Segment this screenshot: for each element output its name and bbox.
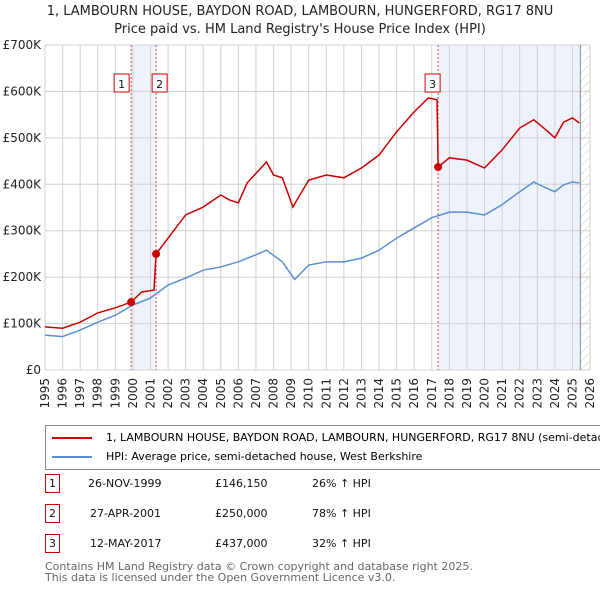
sale-marker-label: 2 (156, 78, 163, 91)
legend-label: 1, LAMBOURN HOUSE, BAYDON ROAD, LAMBOURN… (106, 431, 600, 444)
sale-marker-box (424, 73, 441, 93)
footer-copyright: Contains HM Land Registry data © Crown c… (45, 560, 473, 573)
x-tick-label: 2017 (425, 378, 439, 409)
x-tick-label: 2023 (530, 378, 544, 409)
sale-hpi: 78% ↑ HPI (312, 507, 371, 520)
y-tick-label: £300K (3, 224, 43, 238)
sale-date: 12-MAY-2017 (90, 537, 162, 550)
sale-marker-box (151, 73, 168, 93)
x-tick-label: 2007 (249, 378, 263, 409)
chart-title: 1, LAMBOURN HOUSE, BAYDON ROAD, LAMBOURN… (46, 4, 554, 19)
sale-price: £250,000 (215, 507, 268, 520)
x-tick-label: 1997 (73, 378, 87, 409)
legend-item-property: 1, LAMBOURN HOUSE, BAYDON ROAD, LAMBOURN… (52, 431, 600, 444)
y-tick-label: £200K (3, 270, 43, 284)
x-tick-label: 1995 (38, 378, 52, 409)
y-tick-label: £700K (3, 38, 43, 52)
x-tick-label: 2001 (143, 378, 157, 409)
x-tick-label: 2016 (407, 378, 421, 409)
sale-price: £437,000 (215, 537, 268, 550)
y-tick-label: £0 (26, 363, 41, 377)
x-tick-label: 2002 (161, 378, 175, 409)
x-tick-label: 2019 (460, 378, 474, 409)
x-tick-label: 2005 (214, 378, 228, 409)
legend-swatch-blue (52, 455, 92, 458)
x-tick-label: 2010 (302, 378, 316, 409)
series-line (44, 181, 580, 338)
sale-point (127, 298, 136, 307)
plot-area: 1995 1996 1997 1998 1999 2000 2001 2002 2003 2004… (3, 38, 597, 409)
series-line (44, 97, 580, 329)
x-tick-label: 2021 (495, 378, 509, 409)
legend-item-hpi: HPI: Average price, semi-detached house,… (52, 450, 422, 463)
x-tick-label: 2003 (179, 378, 193, 409)
y-tick-label: £100K (3, 317, 43, 331)
future-hatch (580, 45, 590, 370)
sale-marker-badge: 2 (45, 504, 60, 523)
x-tick-label: 2026 (583, 378, 597, 409)
sale-marker-badge: 3 (45, 534, 60, 553)
x-tick-label: 2013 (354, 378, 368, 409)
x-tick-label: 2018 (442, 378, 456, 409)
sale-marker-label: 3 (429, 78, 436, 91)
x-tick-label: 2022 (513, 378, 527, 409)
footer-licence: This data is licensed under the Open Gov… (45, 571, 396, 584)
x-tick-label: 2020 (478, 378, 492, 409)
sale-period-shade (131, 45, 157, 370)
x-tick-label: 2004 (196, 378, 210, 409)
chart-subtitle: Price paid vs. HM Land Registry's House … (114, 22, 486, 37)
x-tick-label: 2014 (372, 378, 386, 409)
x-tick-label: 2011 (319, 378, 333, 409)
y-tick-label: £400K (3, 177, 43, 191)
sale-marker-box (113, 73, 130, 93)
legend: 1, LAMBOURN HOUSE, BAYDON ROAD, LAMBOURN… (45, 425, 600, 470)
x-tick-label: 2006 (231, 378, 245, 409)
sale-date: 26-NOV-1999 (88, 477, 162, 490)
legend-swatch-red (52, 436, 92, 439)
x-tick-label: 1999 (108, 378, 122, 409)
y-tick-label: £600K (3, 84, 43, 98)
y-tick-label: £500K (3, 131, 43, 145)
sale-marker-label: 1 (118, 78, 125, 91)
x-tick-label: 1996 (56, 378, 70, 409)
sale-point (434, 163, 443, 172)
sale-period-shade (438, 45, 581, 370)
sale-hpi: 32% ↑ HPI (312, 537, 371, 550)
x-tick-label: 2024 (548, 378, 562, 409)
sale-point (152, 249, 161, 258)
sale-hpi: 26% ↑ HPI (312, 477, 371, 490)
x-tick-label: 2009 (284, 378, 298, 409)
sale-price: £146,150 (215, 477, 268, 490)
sale-date: 27-APR-2001 (90, 507, 162, 520)
legend-label: HPI: Average price, semi-detached house,… (106, 450, 423, 463)
x-tick-label: 2012 (337, 378, 351, 409)
x-tick-label: 2008 (267, 378, 281, 409)
sale-marker-badge: 1 (45, 474, 60, 493)
x-tick-label: 2015 (390, 378, 404, 409)
x-tick-label: 2025 (565, 378, 579, 409)
x-tick-label: 2000 (126, 378, 140, 409)
x-tick-label: 1998 (91, 378, 105, 409)
